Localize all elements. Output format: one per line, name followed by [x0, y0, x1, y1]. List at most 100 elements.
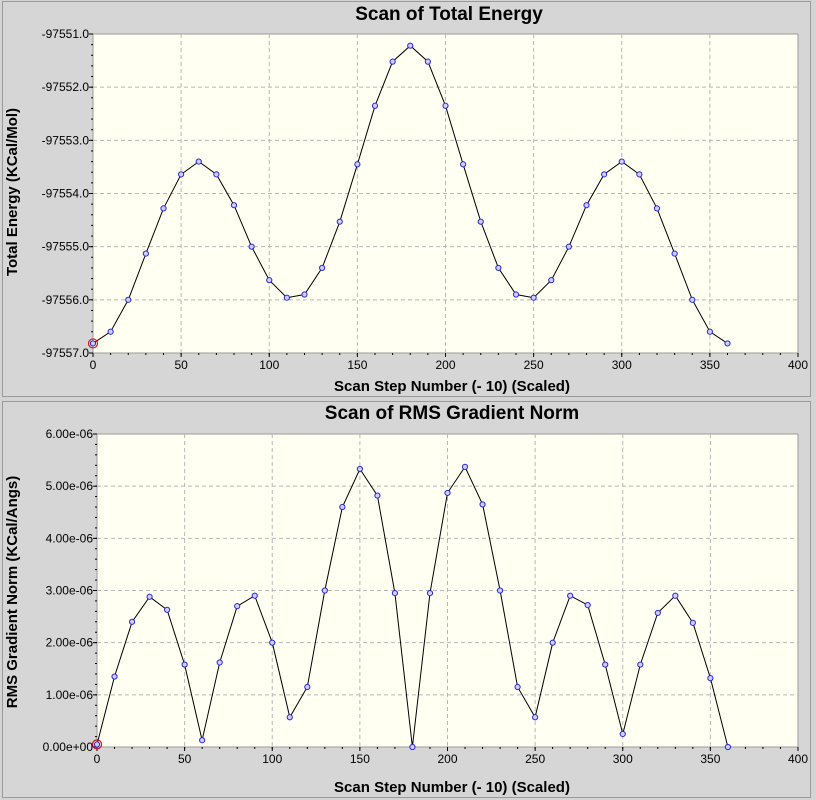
data-point [304, 683, 311, 691]
x-tick-label: 400 [788, 358, 808, 372]
x-tick-label: 200 [437, 752, 457, 766]
y-tick-label: 1.00e-06 [46, 688, 94, 702]
data-point [548, 277, 555, 284]
x-tick-label: 0 [90, 358, 97, 372]
data-point [724, 340, 731, 347]
data-point [269, 639, 276, 646]
x-tick-label: 50 [178, 752, 192, 766]
energy-chart: Scan of Total Energy Scan Step Number (-… [4, 4, 808, 395]
data-point [409, 743, 416, 751]
data-point [461, 463, 469, 470]
x-tick-label: 50 [174, 358, 188, 372]
y-axis-title: Total Energy (KCal/Mol) [4, 108, 21, 276]
data-point [181, 661, 188, 668]
y-tick-label: -97556.0 [42, 293, 90, 307]
data-point [199, 737, 206, 744]
energy-chart-panel: Scan of Total Energy Scan Step Number (-… [2, 1, 811, 397]
data-point [424, 58, 431, 65]
data-point [567, 592, 574, 599]
y-tick-label: 3.00e-06 [46, 584, 94, 598]
data-point [178, 171, 185, 178]
data-point [689, 296, 696, 303]
y-tick-label: 6.00e-06 [46, 427, 94, 441]
data-point [689, 619, 696, 626]
y-tick-label: 4.00e-06 [46, 531, 94, 545]
data-point [146, 593, 153, 600]
data-point [671, 250, 678, 257]
data-point [128, 618, 136, 625]
data-point [672, 592, 679, 599]
y-tick-label: -97557.0 [42, 346, 90, 360]
data-point [164, 606, 171, 613]
x-tick-label: 0 [94, 752, 101, 766]
x-tick-label: 300 [613, 752, 633, 766]
data-point [636, 171, 643, 178]
data-point [266, 277, 273, 284]
data-point [389, 58, 396, 65]
data-point [460, 161, 467, 168]
data-point [707, 675, 714, 682]
data-point [654, 609, 661, 617]
data-point [584, 602, 591, 609]
data-point [321, 587, 328, 594]
data-point [495, 264, 502, 272]
data-point [444, 489, 451, 497]
x-tick-label: 300 [612, 358, 632, 372]
data-point [653, 205, 661, 212]
plot-area [87, 33, 799, 357]
data-point [601, 171, 608, 178]
data-point [354, 161, 361, 168]
data-point [637, 661, 644, 668]
data-point [565, 243, 572, 250]
selected-point-marker [91, 739, 103, 750]
data-point [160, 205, 167, 212]
data-point [512, 291, 520, 298]
x-tick-label: 150 [347, 358, 367, 372]
y-tick-label: 2.00e-06 [46, 636, 94, 650]
y-tick-label: -97551.0 [42, 27, 90, 41]
data-point [514, 683, 521, 691]
x-tick-label: 400 [788, 752, 808, 766]
x-axis-title: Scan Step Number (- 10) (Scaled) [334, 779, 570, 796]
data-point [602, 661, 609, 668]
data-point [111, 673, 118, 680]
data-point [371, 102, 379, 109]
data-point [477, 218, 484, 225]
x-tick-label: 250 [524, 358, 544, 372]
data-point [426, 590, 434, 597]
data-point [391, 590, 399, 597]
y-tick-label: -97553.0 [42, 133, 90, 147]
y-tick-label: 0.00e+00 [43, 740, 94, 754]
data-point [142, 250, 149, 257]
data-point [442, 102, 449, 109]
x-tick-label: 150 [350, 752, 370, 766]
data-point [93, 741, 101, 748]
data-point [407, 42, 414, 49]
data-point [301, 291, 308, 298]
data-point [213, 171, 220, 178]
data-point [530, 294, 537, 301]
x-tick-label: 100 [259, 358, 279, 372]
data-point [532, 714, 539, 721]
data-point [706, 328, 713, 335]
data-point [583, 202, 590, 209]
y-tick-label: 5.00e-06 [46, 479, 94, 493]
chart-title: Scan of Total Energy [355, 4, 543, 25]
plot-area [91, 433, 799, 751]
data-point [248, 243, 255, 250]
y-tick-label: -97555.0 [42, 240, 90, 254]
data-point [549, 639, 556, 646]
x-tick-label: 350 [700, 358, 720, 372]
data-point [216, 659, 223, 666]
gradient-chart-panel: Scan of RMS Gradient Norm Scan Step Numb… [2, 401, 811, 798]
x-tick-label: 250 [525, 752, 545, 766]
chart-title: Scan of RMS Gradient Norm [325, 403, 579, 424]
data-point [496, 587, 504, 594]
selected-point-marker [87, 338, 99, 349]
x-tick-label: 350 [700, 752, 720, 766]
data-point [89, 340, 97, 347]
data-point [479, 501, 486, 508]
data-point [283, 294, 290, 301]
data-point [234, 603, 241, 610]
data-point [230, 202, 238, 209]
